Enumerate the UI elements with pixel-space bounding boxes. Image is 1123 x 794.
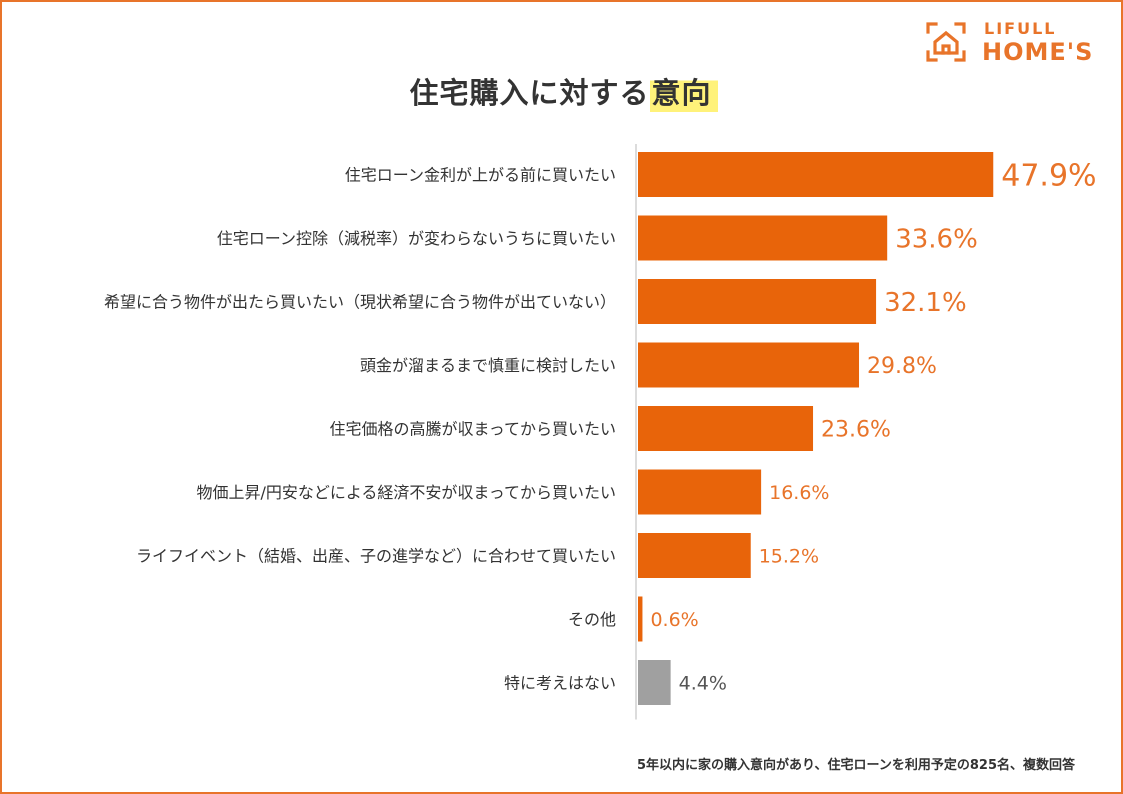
category-label: 住宅ローン控除（減税率）が変わらないうちに買いたい [217,229,616,248]
bar [638,596,643,642]
value-label: 47.9% [1001,158,1096,193]
logo-text-lifull: LIFULL [984,19,1057,38]
bar [638,342,860,388]
bar [638,152,994,197]
chart-title: 住宅購入に対する意向 [2,70,1123,112]
value-label: 32.1% [884,288,967,318]
bar [638,533,751,578]
brand-logo: LIFULL HOME'S [924,18,1108,66]
value-label: 33.6% [895,224,978,254]
bar [638,660,671,705]
value-label: 15.2% [759,545,819,567]
category-label: 住宅ローン金利が上がる前に買いたい [345,166,616,185]
category-label: 物価上昇/円安などによる経済不安が収まってから買いたい [197,483,616,502]
value-label: 0.6% [650,609,698,631]
bar [638,215,888,261]
category-label: ライフイベント（結婚、出産、子の進学など）に合わせて買いたい [136,547,616,566]
value-label: 23.6% [821,417,891,442]
bar [638,279,877,324]
house-logo-icon [926,22,966,62]
category-label: 希望に合う物件が出たら買いたい（現状希望に合う物件が出ていない） [104,293,616,312]
bar [638,406,814,451]
category-label: 頭金が溜まるまで慎重に検討したい [360,356,616,375]
category-label: その他 [568,610,616,629]
value-label: 29.8% [867,354,937,379]
value-label: 16.6% [769,482,829,504]
footnote: 5年以内に家の購入意向があり、住宅ローンを利用予定の825名、複数回答 [636,758,1075,773]
logo-text-homes: HOME'S [982,38,1094,66]
category-label: 住宅価格の高騰が収まってから買いたい [329,420,616,439]
chart-title-main: 住宅購入に対する [409,76,650,110]
category-label: 特に考えはない [504,674,616,693]
value-label: 4.4% [679,672,727,694]
bar [638,469,762,515]
chart-title-highlight: 意向 [649,76,718,112]
